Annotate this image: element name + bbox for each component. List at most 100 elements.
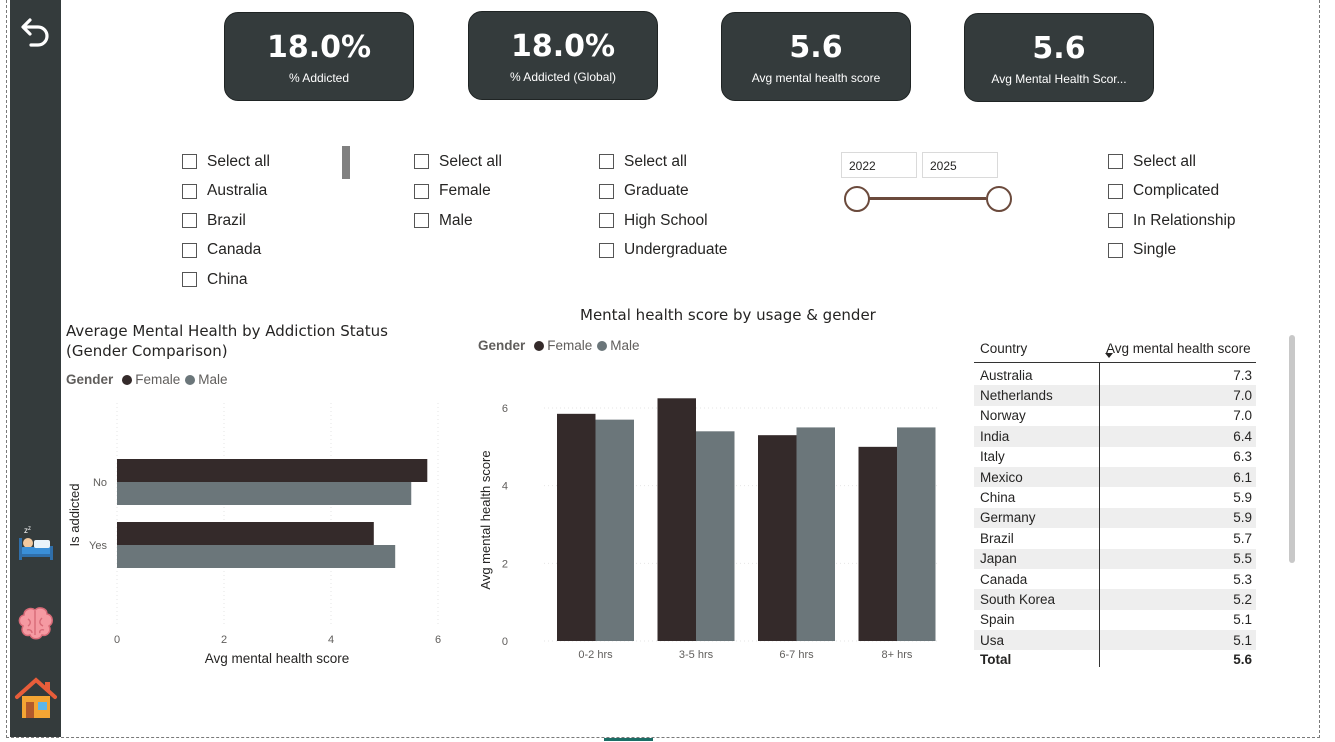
legend-addiction: Gender Female Male xyxy=(66,372,228,387)
legend-item-female[interactable]: Female xyxy=(135,372,181,387)
year-to-input[interactable]: 2025 xyxy=(922,152,998,178)
home-icon[interactable] xyxy=(10,674,61,722)
table-row[interactable]: Japan 5.5 xyxy=(974,548,1256,569)
total-value: 5.6 xyxy=(1233,651,1252,667)
y-category-label: Yes xyxy=(89,540,107,552)
table-row[interactable]: Mexico 6.1 xyxy=(974,466,1256,488)
x-category-label: 8+ hrs xyxy=(882,649,913,661)
table-row[interactable]: Italy 6.3 xyxy=(974,447,1256,467)
total-label: Total xyxy=(980,651,1012,667)
table-scrollbar[interactable] xyxy=(1289,335,1295,563)
cell-score: 5.9 xyxy=(1233,490,1252,506)
slicer-option[interactable]: Undergraduate xyxy=(599,236,727,266)
table-row[interactable]: Netherlands 7.0 xyxy=(974,385,1256,406)
slicer-option[interactable]: Select all xyxy=(182,147,270,177)
slicer-option[interactable]: Graduate xyxy=(599,177,727,207)
page-tab-indicator[interactable] xyxy=(604,738,653,741)
slicer-relationship: Select all Complicated In Relationship S… xyxy=(1108,147,1236,265)
checkbox[interactable] xyxy=(1108,242,1123,258)
checkbox[interactable] xyxy=(182,272,197,288)
y-tick-label: 2 xyxy=(502,558,508,570)
table-row[interactable]: Australia 7.3 xyxy=(974,365,1256,385)
x-tick-label: 4 xyxy=(328,634,334,646)
checkbox[interactable] xyxy=(599,183,614,199)
bar-female-no xyxy=(117,459,428,482)
slicer-option[interactable]: Complicated xyxy=(1108,177,1236,207)
year-slider-track[interactable] xyxy=(868,197,986,200)
slicer-option[interactable]: In Relationship xyxy=(1108,206,1236,236)
slicer-option[interactable]: Australia xyxy=(182,177,270,207)
checkbox[interactable] xyxy=(414,213,429,229)
column-header-country[interactable]: Country xyxy=(980,340,1028,356)
legend-swatch-male xyxy=(185,374,196,385)
cell-country: Spain xyxy=(980,612,1015,628)
slicer-option[interactable]: High School xyxy=(599,206,727,236)
chart-title-usage: Mental health score by usage & gender xyxy=(580,306,876,324)
slicer-option[interactable]: Female xyxy=(414,177,502,207)
checkbox[interactable] xyxy=(414,154,429,170)
checkbox[interactable] xyxy=(414,183,429,199)
year-slider-start-handle[interactable] xyxy=(844,186,870,212)
table-row[interactable]: China 5.9 xyxy=(974,487,1256,507)
checkbox[interactable] xyxy=(182,213,197,229)
table-header: Country Avg mental health score xyxy=(974,334,1256,363)
column-header-score[interactable]: Avg mental health score xyxy=(1106,340,1251,356)
kpi-card-addicted-global: 18.0% % Addicted (Global) xyxy=(468,11,658,100)
sleep-icon[interactable]: z z xyxy=(10,522,61,566)
table-row[interactable]: Norway 7.0 xyxy=(974,406,1256,426)
bar-female-67hrs xyxy=(758,435,797,641)
option-label: Canada xyxy=(207,241,262,259)
table-row[interactable]: Brazil 5.7 xyxy=(974,528,1256,548)
slicer-option[interactable]: China xyxy=(182,265,270,295)
slicer-option[interactable]: Single xyxy=(1108,236,1236,266)
cell-country: China xyxy=(980,490,1016,506)
bar-male-67hrs xyxy=(796,427,835,641)
undo-arrow-icon[interactable] xyxy=(10,12,61,52)
slicer-scrollbar[interactable] xyxy=(342,146,350,179)
cell-country: Mexico xyxy=(980,469,1023,485)
year-slider-end-handle[interactable] xyxy=(986,186,1012,212)
x-category-label: 3-5 hrs xyxy=(679,649,714,661)
checkbox[interactable] xyxy=(599,213,614,229)
checkbox[interactable] xyxy=(182,154,197,170)
checkbox[interactable] xyxy=(599,242,614,258)
checkbox[interactable] xyxy=(1108,213,1123,229)
kpi-label: Avg mental health score xyxy=(751,71,881,85)
checkbox[interactable] xyxy=(1108,183,1123,199)
kpi-label: % Addicted xyxy=(288,71,350,85)
table-row[interactable]: South Korea 5.2 xyxy=(974,589,1256,610)
slicer-option[interactable]: Select all xyxy=(414,147,502,177)
legend-item-male[interactable]: Male xyxy=(198,372,228,387)
table-row[interactable]: India 6.4 xyxy=(974,426,1256,447)
table-row[interactable]: Usa 5.1 xyxy=(974,630,1256,651)
legend-item-male[interactable]: Male xyxy=(610,338,640,353)
slicer-option[interactable]: Canada xyxy=(182,236,270,266)
slicer-option[interactable]: Select all xyxy=(599,147,727,177)
table-row[interactable]: Canada 5.3 xyxy=(974,569,1256,589)
slicer-option[interactable]: Male xyxy=(414,206,502,236)
slicer-option[interactable]: Brazil xyxy=(182,206,270,236)
cell-score: 5.1 xyxy=(1233,632,1252,648)
option-label: Complicated xyxy=(1133,182,1220,200)
legend-swatch-female xyxy=(122,374,133,385)
legend-swatch-female xyxy=(534,340,545,351)
kpi-label: Avg Mental Health Scor... xyxy=(991,72,1127,86)
checkbox[interactable] xyxy=(1108,154,1123,170)
cell-country: Germany xyxy=(980,510,1036,526)
slicer-option[interactable]: Select all xyxy=(1108,147,1236,177)
chart-usage-bars: 0 2 4 6 Avg mental health score 0-2 hrs 3-5 hr… xyxy=(478,398,939,661)
brain-icon[interactable] xyxy=(10,602,61,646)
checkbox[interactable] xyxy=(599,154,614,170)
checkbox[interactable] xyxy=(182,242,197,258)
report-canvas xyxy=(6,0,1320,738)
kpi-card-avg-mental-health: 5.6 Avg mental health score xyxy=(721,12,911,101)
option-label: Select all xyxy=(207,152,270,170)
legend-item-female[interactable]: Female xyxy=(547,338,593,353)
year-from-input[interactable]: 2022 xyxy=(841,152,917,178)
country-score-table: Country Avg mental health score Australi… xyxy=(974,334,1256,668)
table-row[interactable]: Germany 5.9 xyxy=(974,507,1256,529)
table-row[interactable]: Spain 5.1 xyxy=(974,610,1256,630)
checkbox[interactable] xyxy=(182,183,197,199)
y-axis-title: Is addicted xyxy=(67,484,82,547)
chart-title-line: (Gender Comparison) xyxy=(66,342,228,360)
